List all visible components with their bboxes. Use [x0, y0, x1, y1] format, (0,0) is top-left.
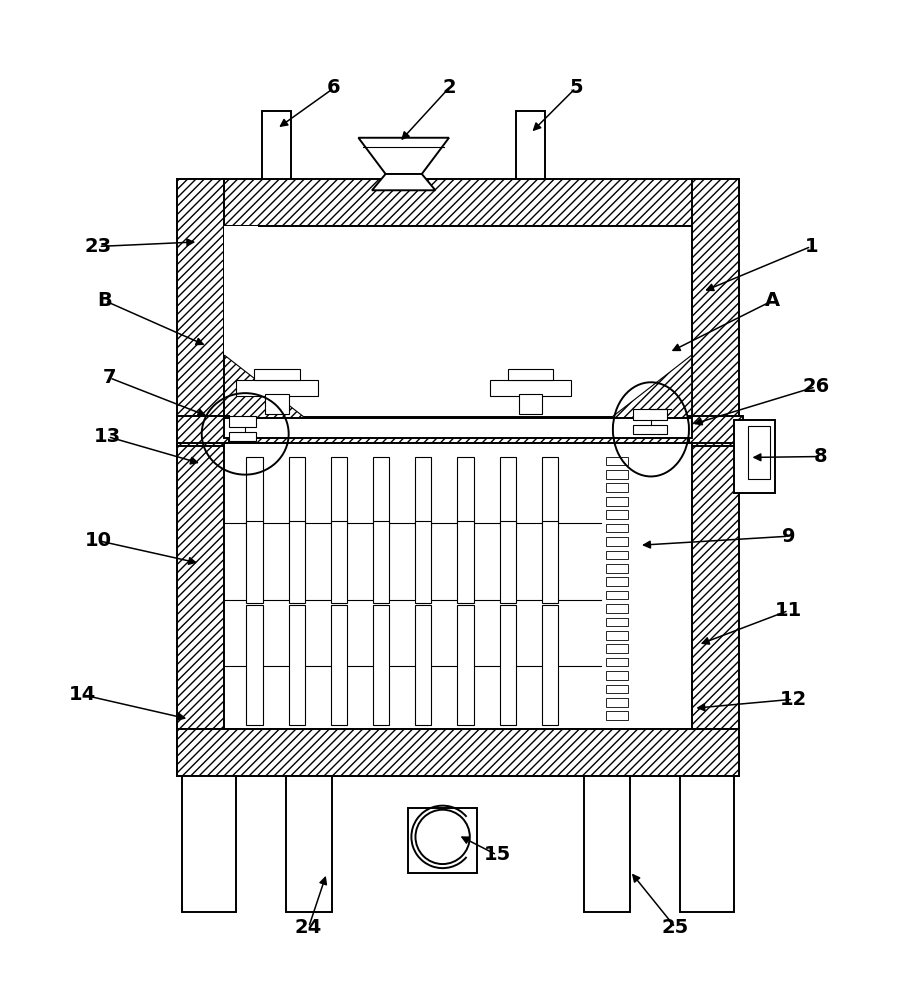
Bar	[606, 604, 629, 613]
Bar	[606, 470, 629, 479]
Bar	[181, 776, 236, 912]
Bar	[541, 605, 558, 725]
Bar	[606, 551, 629, 559]
Text: 6: 6	[327, 78, 341, 97]
Bar	[177, 179, 224, 776]
Polygon shape	[372, 174, 435, 190]
Bar	[262, 111, 291, 179]
Text: 9: 9	[782, 527, 795, 546]
Text: 13: 13	[94, 427, 122, 446]
Bar	[177, 416, 229, 443]
Text: 10: 10	[85, 531, 112, 550]
Bar	[229, 416, 256, 427]
Bar	[606, 658, 629, 666]
Text: 11: 11	[775, 601, 802, 620]
Bar	[606, 537, 629, 546]
Bar	[606, 497, 629, 506]
Bar	[224, 226, 692, 418]
Bar	[415, 605, 432, 725]
Bar	[288, 521, 305, 603]
Bar	[606, 510, 629, 519]
Bar	[229, 432, 256, 441]
Bar	[633, 409, 668, 420]
Bar	[331, 605, 347, 725]
Bar	[265, 394, 288, 414]
Bar	[606, 577, 629, 586]
Bar	[689, 416, 744, 443]
Text: B: B	[97, 291, 112, 310]
Bar	[606, 671, 629, 680]
Text: 23: 23	[85, 237, 112, 256]
Bar	[457, 457, 473, 528]
Bar	[606, 711, 629, 720]
Bar	[224, 226, 258, 355]
Bar	[735, 420, 775, 493]
Bar	[606, 457, 629, 465]
Bar	[331, 457, 347, 528]
Text: 15: 15	[483, 845, 511, 864]
Bar	[606, 564, 629, 573]
Bar	[457, 521, 473, 603]
Bar	[177, 729, 739, 776]
Text: 14: 14	[69, 685, 96, 704]
Bar	[606, 644, 629, 653]
Bar	[519, 394, 542, 414]
Bar	[500, 521, 516, 603]
Bar	[288, 457, 305, 528]
Bar	[247, 457, 263, 528]
Text: 25: 25	[662, 918, 689, 937]
Text: 8: 8	[814, 447, 827, 466]
Bar	[224, 443, 692, 729]
Polygon shape	[224, 355, 306, 418]
Bar	[177, 729, 739, 776]
Text: 1: 1	[805, 237, 818, 256]
Bar	[508, 369, 553, 380]
Bar	[457, 605, 473, 725]
Bar	[541, 457, 558, 528]
Bar	[606, 483, 629, 492]
Bar	[415, 521, 432, 603]
Bar	[224, 418, 692, 438]
Text: 7: 7	[102, 368, 116, 387]
Bar	[748, 426, 770, 479]
Bar	[606, 631, 629, 640]
Text: 12: 12	[779, 690, 806, 709]
Bar	[692, 179, 739, 776]
Text: A: A	[765, 291, 780, 310]
Bar	[288, 605, 305, 725]
Bar	[247, 521, 263, 603]
Polygon shape	[358, 138, 449, 174]
Bar	[373, 605, 389, 725]
Bar	[606, 698, 629, 707]
Bar	[286, 776, 332, 912]
Bar	[224, 226, 692, 729]
Bar	[606, 591, 629, 599]
Bar	[373, 457, 389, 528]
Bar	[247, 605, 263, 725]
Bar	[408, 808, 477, 873]
Text: 5: 5	[569, 78, 582, 97]
Bar	[516, 111, 545, 179]
Bar	[500, 605, 516, 725]
Bar	[500, 457, 516, 528]
Bar	[680, 776, 735, 912]
Bar	[541, 521, 558, 603]
Text: 2: 2	[442, 78, 456, 97]
Bar	[606, 618, 629, 626]
Bar	[373, 521, 389, 603]
Bar	[633, 425, 668, 434]
Bar	[254, 369, 299, 380]
Text: 24: 24	[295, 918, 322, 937]
Bar	[490, 380, 571, 396]
Bar	[606, 685, 629, 693]
Bar	[177, 179, 739, 226]
Polygon shape	[610, 355, 692, 418]
Bar	[606, 524, 629, 532]
Bar	[236, 380, 317, 396]
Text: 26: 26	[802, 377, 829, 396]
Bar	[177, 417, 739, 446]
Bar	[415, 457, 432, 528]
Bar	[331, 521, 347, 603]
Bar	[584, 776, 630, 912]
